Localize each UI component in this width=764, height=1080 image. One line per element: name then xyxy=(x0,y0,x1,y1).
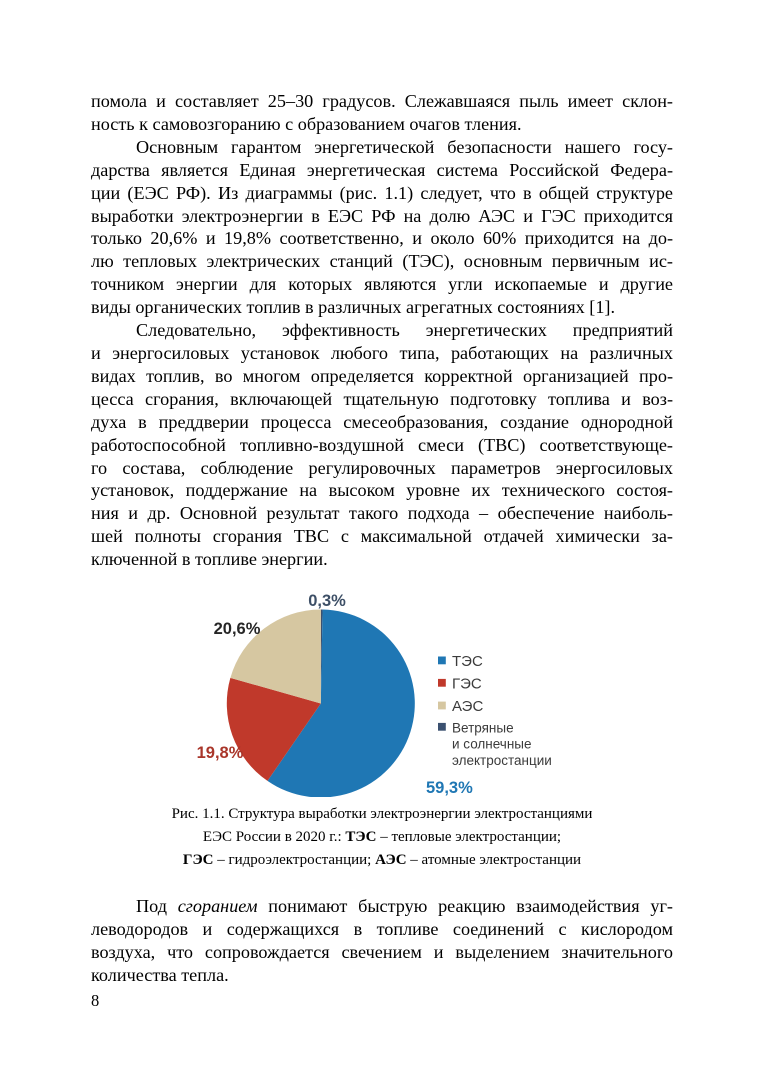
svg-text:0,3%: 0,3% xyxy=(308,592,346,610)
svg-text:и солнечные: и солнечные xyxy=(452,737,532,752)
svg-text:электростанции: электростанции xyxy=(452,753,552,768)
svg-text:59,3%: 59,3% xyxy=(426,779,473,797)
svg-text:АЭС: АЭС xyxy=(452,698,483,715)
svg-text:ТЭС: ТЭС xyxy=(452,653,483,670)
svg-text:ГЭС: ГЭС xyxy=(452,675,482,692)
svg-text:20,6%: 20,6% xyxy=(214,620,261,638)
svg-text:19,8%: 19,8% xyxy=(197,744,244,762)
svg-text:Ветряные: Ветряные xyxy=(452,720,514,735)
